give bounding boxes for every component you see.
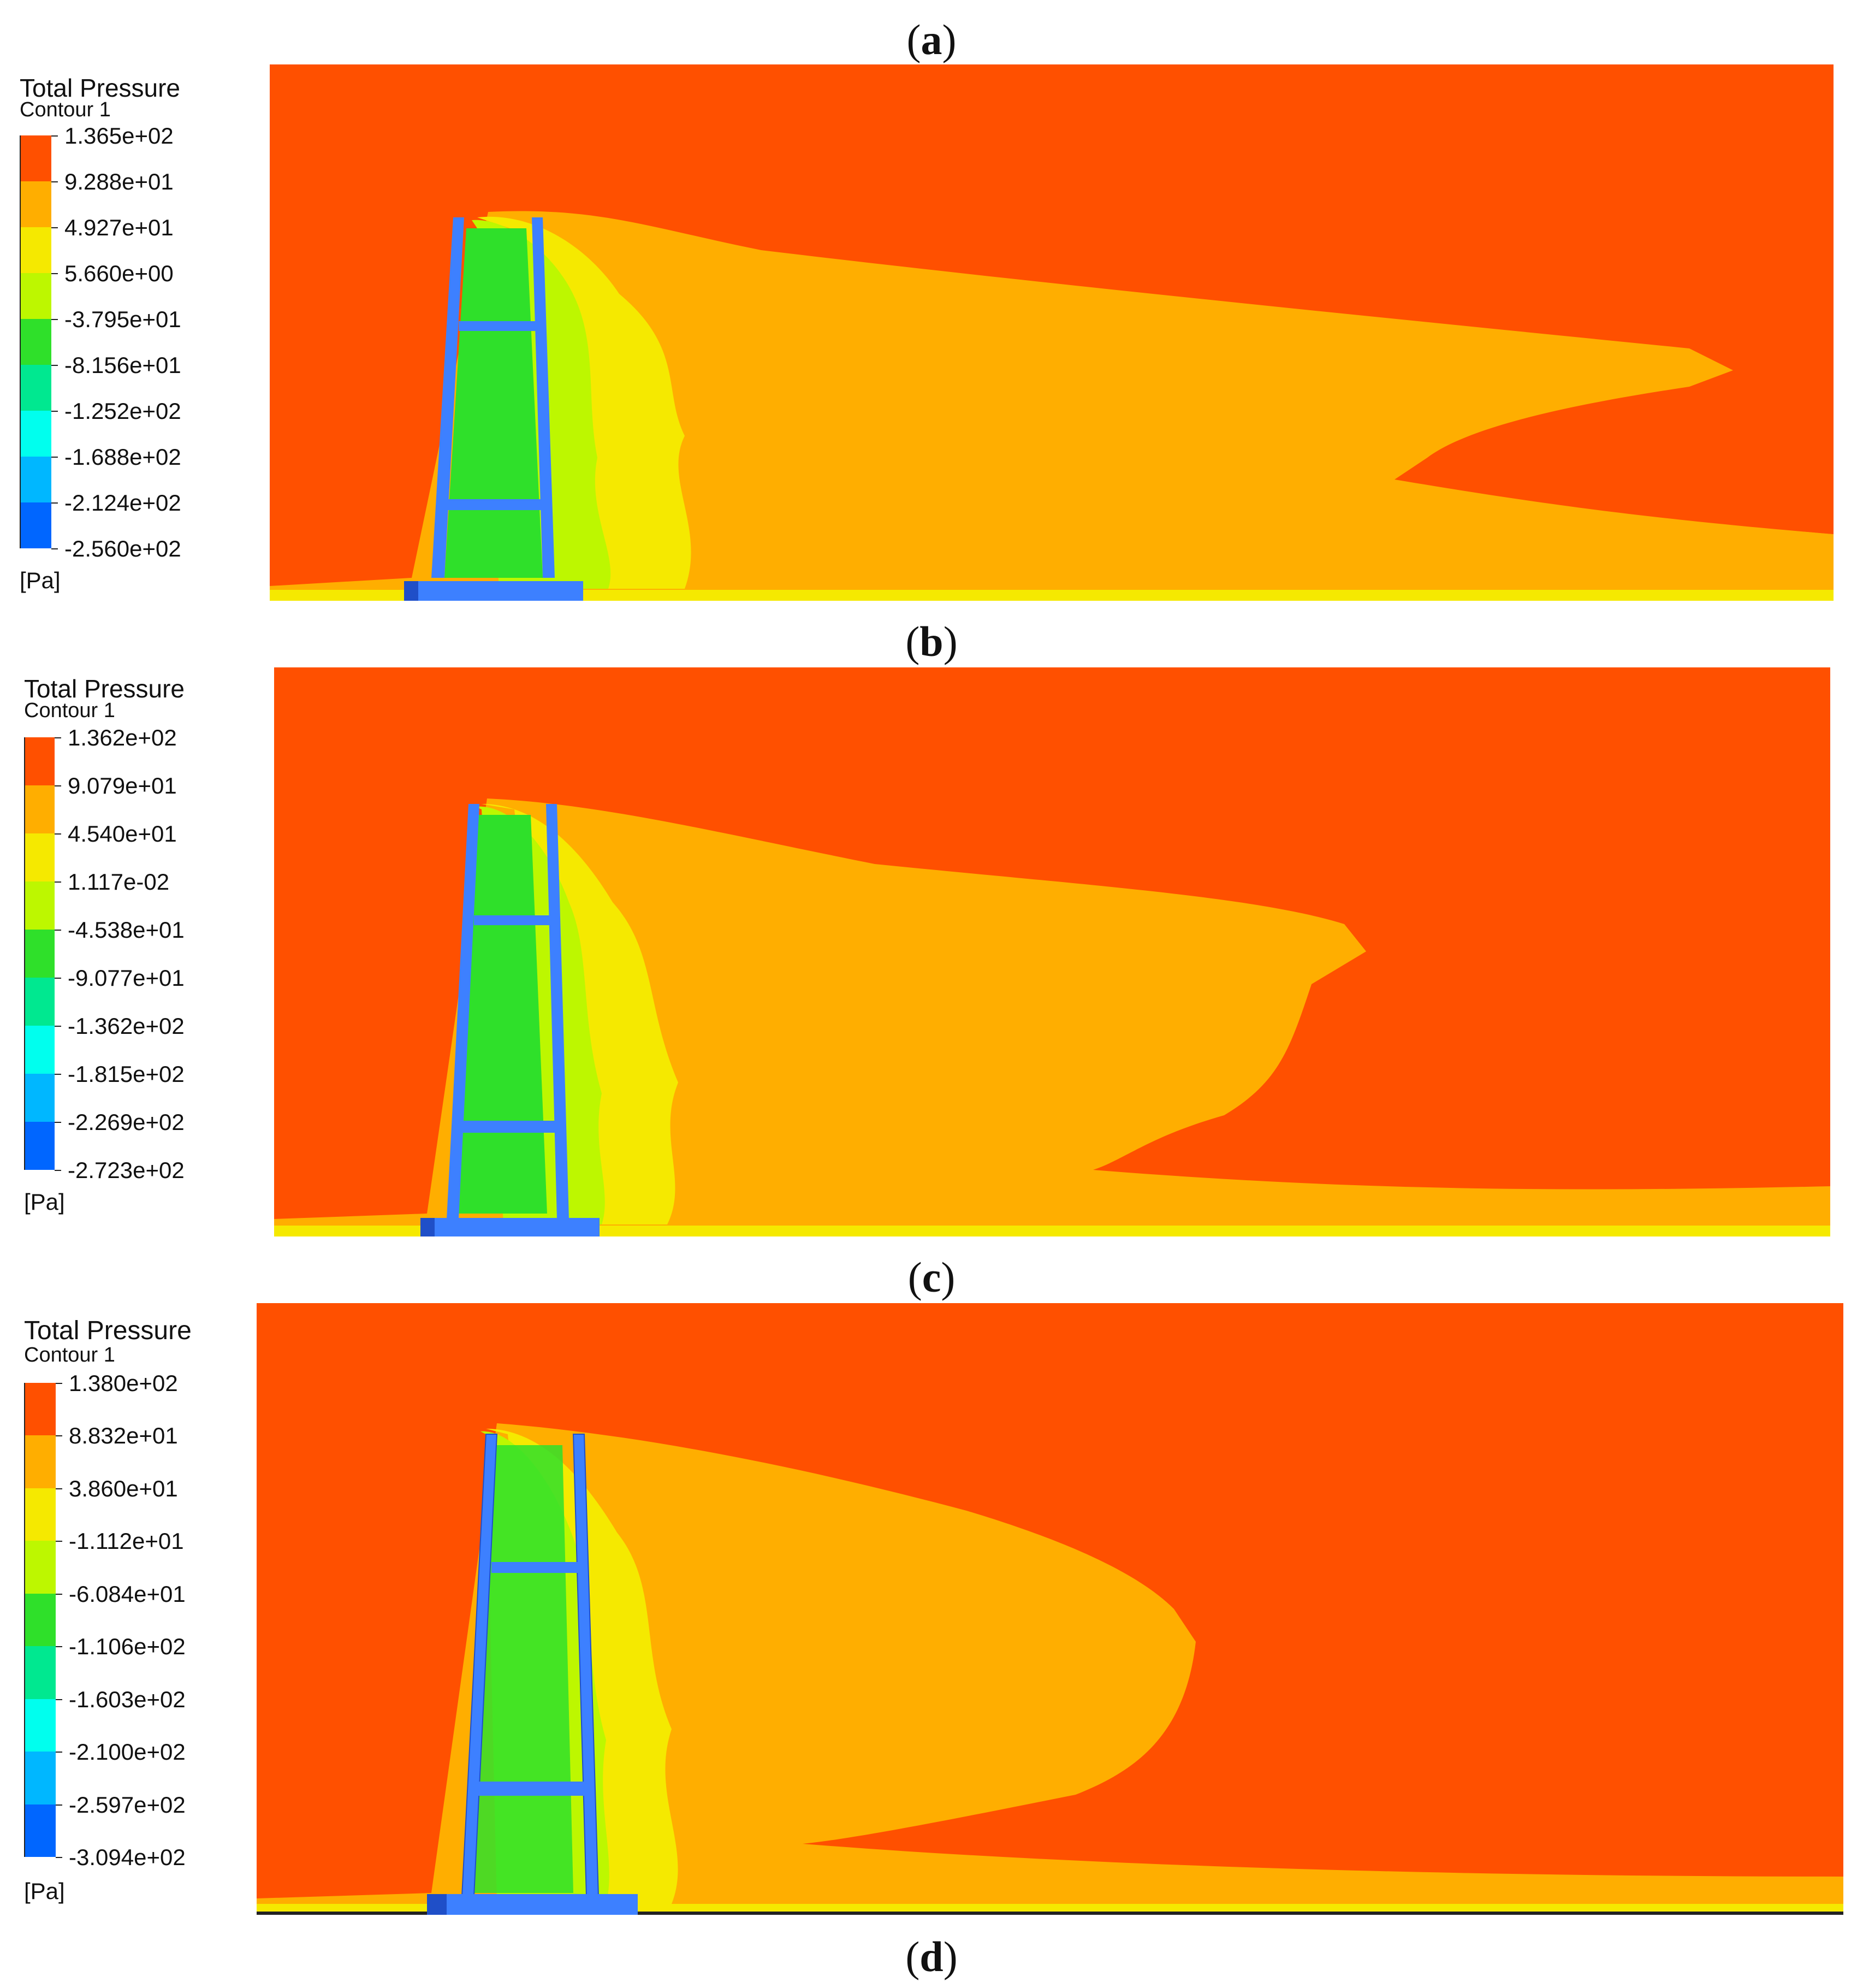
color-bar-segment: [25, 881, 55, 930]
color-bar-segment: [25, 978, 55, 1026]
legend-unit: [Pa]: [24, 1189, 65, 1215]
color-bar-segment: [25, 1026, 55, 1074]
color-bar: [24, 1383, 56, 1857]
legend-subtitle: Contour 1: [24, 1344, 115, 1366]
color-bar-segment: [21, 457, 51, 502]
tower-c: [427, 1434, 638, 1915]
legend-tick-label: -1.252e+02: [51, 398, 181, 424]
legend-tick-label: 1.117e-02: [54, 869, 170, 895]
legend-tick-label: 3.860e+01: [56, 1475, 178, 1501]
legend-tick-label: -2.124e+02: [51, 490, 181, 516]
color-bar-segment: [25, 1646, 56, 1699]
legend-tick-label: -1.815e+02: [55, 1061, 185, 1087]
legend-tick-label: 1.365e+02: [51, 123, 174, 149]
legend-tick-label: -2.560e+02: [51, 536, 181, 561]
legend-tick-label: 9.079e+01: [55, 773, 177, 798]
caption-b: (b): [905, 618, 958, 665]
caption-c: (c): [907, 1253, 956, 1301]
color-bar-segment: [21, 273, 51, 319]
legend-tick-label: -1.106e+02: [56, 1634, 186, 1660]
legend-tick-label: 8.832e+01: [56, 1423, 178, 1449]
color-bar-segment: [25, 1593, 56, 1647]
legend-tick-label: 9.288e+01: [51, 169, 174, 194]
tower-a: [404, 217, 583, 601]
contour-plot-a: [270, 64, 1834, 601]
caption-a: (a): [906, 16, 957, 63]
color-bar-segment: [25, 930, 55, 978]
legend-tick-label: -1.362e+02: [55, 1013, 185, 1039]
color-bar-segment: [21, 502, 51, 548]
legend-tick-label: 5.660e+00: [51, 261, 174, 286]
legend-subtitle: Contour 1: [20, 98, 111, 121]
caption-d: (d): [905, 1933, 958, 1980]
color-bar: [24, 737, 55, 1170]
legend-tick-label: 1.362e+02: [55, 725, 177, 750]
legend-tick-label: 4.540e+01: [55, 821, 177, 847]
color-bar-segment: [25, 1383, 56, 1436]
color-bar-segment: [25, 785, 55, 833]
color-bar-segment: [21, 365, 51, 411]
legend-tick-label: -2.597e+02: [56, 1791, 186, 1818]
color-bar-segment: [21, 411, 51, 457]
color-bar-segment: [25, 1699, 56, 1752]
legend-title: Total Pressure: [24, 1316, 192, 1345]
color-bar-segment: [21, 135, 51, 181]
color-bar-segment: [25, 1804, 56, 1857]
legend-tick-label: -2.269e+02: [55, 1109, 185, 1135]
legend-title: Total Pressure: [20, 74, 181, 102]
legend-tick-label: -8.156e+01: [51, 352, 181, 378]
color-bar-segment: [25, 737, 55, 785]
color-bar-segment: [25, 1488, 56, 1541]
color-bar-segment: [21, 227, 51, 273]
legend-tick-label: 1.380e+02: [56, 1370, 178, 1396]
legend-tick-label: 4.927e+01: [51, 215, 174, 240]
color-bar-segment: [25, 1122, 55, 1170]
color-bar-segment: [25, 833, 55, 881]
legend-title: Total Pressure: [24, 674, 185, 703]
legend-tick-label: -9.077e+01: [55, 965, 185, 991]
color-bar-segment: [21, 319, 51, 365]
legend-subtitle: Contour 1: [24, 699, 115, 722]
legend-tick-label: -2.723e+02: [55, 1157, 185, 1183]
legend-tick-label: -4.538e+01: [55, 917, 185, 943]
legend-tick-label: -3.094e+02: [56, 1844, 186, 1870]
color-bar-segment: [25, 1435, 56, 1488]
legend-tick-label: -1.688e+02: [51, 444, 181, 470]
legend-unit: [Pa]: [24, 1878, 65, 1904]
legend-tick-label: -3.795e+01: [51, 306, 181, 332]
color-bar-segment: [21, 181, 51, 227]
legend-tick-label: -6.084e+01: [56, 1581, 186, 1607]
legend-tick-label: -1.603e+02: [56, 1686, 186, 1712]
color-bar-segment: [25, 1541, 56, 1594]
legend-tick-label: -1.112e+01: [56, 1528, 184, 1554]
color-bar-segment: [25, 1074, 55, 1122]
color-bar: [20, 135, 51, 548]
tower-b: [420, 804, 600, 1236]
color-bar-segment: [25, 1752, 56, 1804]
legend-tick-label: -2.100e+02: [56, 1739, 186, 1765]
legend-unit: [Pa]: [20, 567, 61, 593]
contour-plot-c: [257, 1303, 1843, 1915]
contour-plot-b: [274, 667, 1830, 1236]
